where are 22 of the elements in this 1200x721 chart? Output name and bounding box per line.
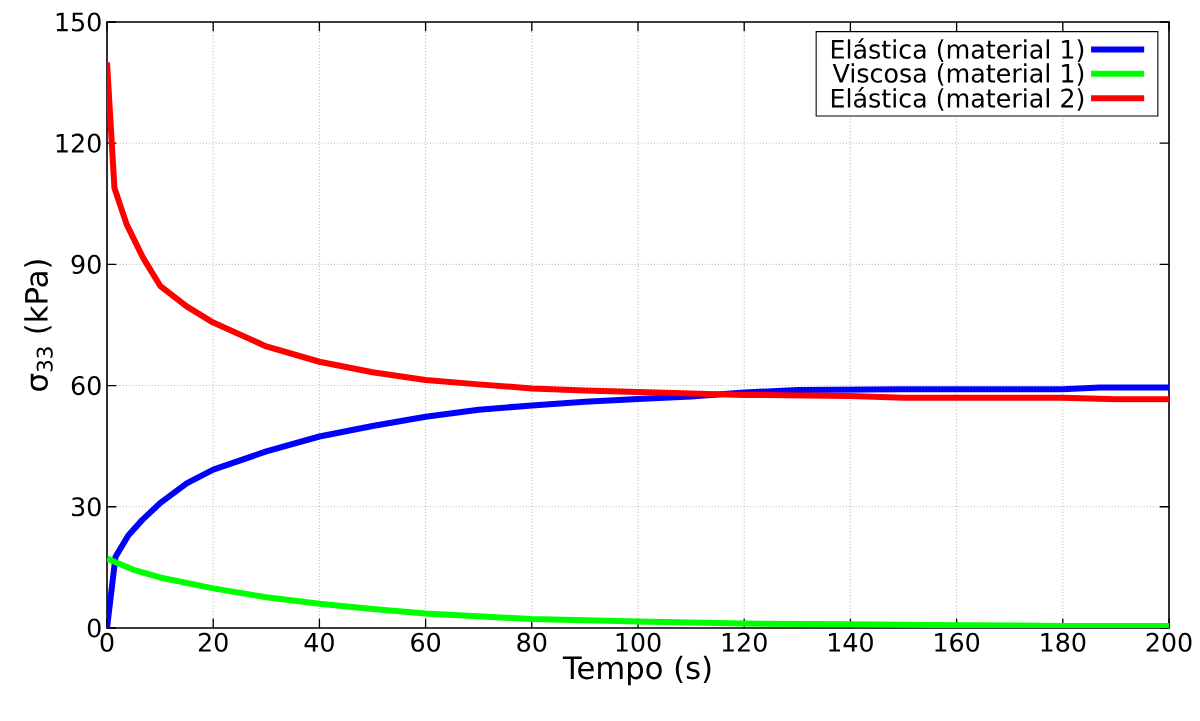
y-tick-label: 0 — [87, 618, 101, 638]
x-tick-label: 40 — [304, 632, 334, 652]
y-tick-label: 90 — [71, 254, 101, 274]
legend-label: Elástica (material 2) — [831, 87, 1084, 111]
y-tick-label: 120 — [56, 133, 101, 153]
x-tick-label: 0 — [100, 632, 114, 652]
legend-label: Elástica (material 1) — [831, 38, 1084, 62]
x-tick-label: 100 — [616, 632, 661, 652]
x-tick-label: 120 — [722, 632, 767, 652]
x-tick-label: 60 — [411, 632, 441, 652]
x-tick-label: 80 — [517, 632, 547, 652]
y-tick-label: 150 — [56, 12, 101, 32]
y-axis-title: σ$_{33}$ (kPa) — [24, 260, 53, 391]
y-tick-label: 30 — [71, 497, 101, 517]
x-axis-title: Tempo (s) — [562, 655, 711, 686]
legend-label: Viscosa (material 1) — [832, 63, 1084, 86]
x-tick-label: 20 — [198, 632, 228, 652]
x-tick-label: 140 — [829, 632, 873, 652]
y-tick-label: 60 — [71, 376, 101, 396]
x-tick-label: 180 — [1041, 632, 1086, 652]
x-tick-label: 160 — [935, 632, 980, 652]
x-tick-label: 200 — [1146, 632, 1192, 652]
